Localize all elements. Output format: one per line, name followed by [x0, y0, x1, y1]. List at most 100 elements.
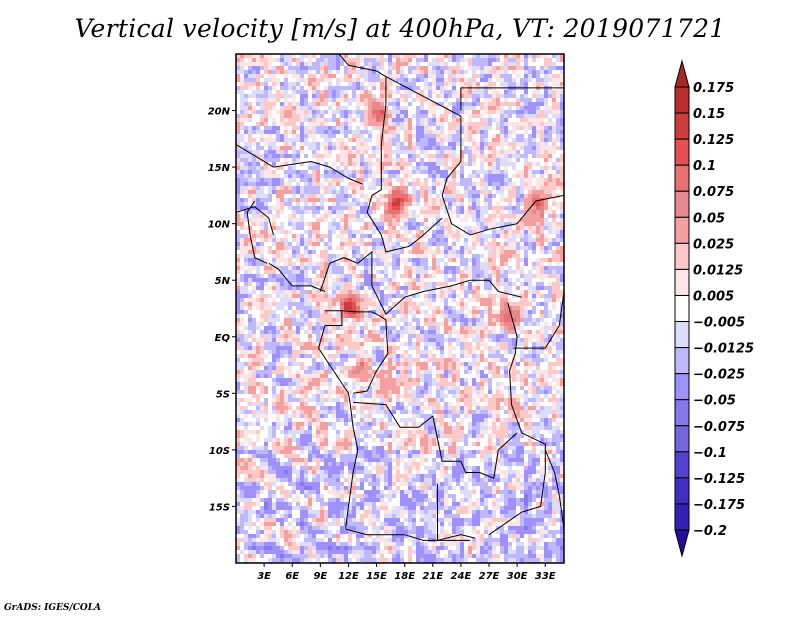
field-cell	[244, 94, 248, 98]
field-cell	[336, 78, 340, 82]
field-cell	[428, 262, 432, 266]
field-cell	[480, 262, 484, 266]
field-cell	[276, 62, 280, 66]
field-cell	[444, 242, 448, 246]
field-cell	[416, 82, 420, 86]
field-cell	[268, 122, 272, 126]
field-cell	[436, 154, 440, 158]
field-cell	[516, 82, 520, 86]
field-cell	[240, 218, 244, 222]
field-cell	[380, 214, 384, 218]
field-cell	[264, 142, 268, 146]
field-cell	[336, 262, 340, 266]
field-cell	[272, 166, 276, 170]
field-cell	[468, 202, 472, 206]
field-cell	[516, 166, 520, 170]
field-cell	[508, 290, 512, 294]
field-cell	[496, 186, 500, 190]
field-cell	[424, 294, 428, 298]
field-cell	[236, 186, 240, 190]
field-cell	[456, 250, 460, 254]
field-cell	[520, 182, 524, 186]
field-cell	[428, 110, 432, 114]
field-cell	[428, 146, 432, 150]
field-cell	[484, 102, 488, 106]
field-cell	[472, 158, 476, 162]
field-cell	[364, 122, 368, 126]
field-cell	[284, 54, 288, 58]
field-cell	[392, 274, 396, 278]
field-cell	[408, 206, 412, 210]
field-cell	[540, 162, 544, 166]
field-cell	[508, 90, 512, 94]
field-cell	[324, 66, 328, 70]
field-cell	[476, 162, 480, 166]
field-cell	[348, 278, 352, 282]
field-cell	[284, 94, 288, 98]
field-cell	[376, 86, 380, 90]
field-cell	[256, 246, 260, 250]
field-cell	[520, 190, 524, 194]
field-cell	[444, 102, 448, 106]
field-cell	[320, 122, 324, 126]
field-cell	[396, 278, 400, 282]
field-cell	[516, 230, 520, 234]
field-cell	[444, 98, 448, 102]
field-cell	[256, 146, 260, 150]
field-cell	[460, 254, 464, 258]
field-cell	[320, 234, 324, 238]
field-cell	[324, 130, 328, 134]
field-cell	[264, 130, 268, 134]
field-cell	[540, 58, 544, 62]
field-cell	[280, 266, 284, 270]
field-cell	[384, 274, 388, 278]
field-cell	[340, 86, 344, 90]
field-cell	[392, 106, 396, 110]
field-cell	[416, 94, 420, 98]
field-cell	[368, 94, 372, 98]
field-cell	[388, 162, 392, 166]
field-cell	[240, 134, 244, 138]
field-cell	[484, 218, 488, 222]
field-cell	[468, 190, 472, 194]
field-cell	[248, 186, 252, 190]
field-cell	[468, 254, 472, 258]
field-cell	[504, 118, 508, 122]
field-cell	[460, 146, 464, 150]
field-cell	[328, 90, 332, 94]
field-cell	[532, 178, 536, 182]
field-cell	[396, 230, 400, 234]
field-cell	[248, 210, 252, 214]
field-cell	[280, 82, 284, 86]
field-cell	[236, 130, 240, 134]
field-cell	[236, 222, 240, 226]
field-cell	[340, 122, 344, 126]
field-cell	[312, 294, 316, 298]
field-cell	[468, 274, 472, 278]
field-cell	[356, 74, 360, 78]
field-cell	[328, 174, 332, 178]
field-cell	[320, 82, 324, 86]
field-cell	[316, 78, 320, 82]
field-cell	[556, 66, 560, 70]
field-cell	[372, 206, 376, 210]
field-cell	[460, 266, 464, 270]
field-cell	[348, 254, 352, 258]
field-cell	[516, 94, 520, 98]
field-cell	[432, 158, 436, 162]
field-cell	[384, 234, 388, 238]
field-cell	[388, 278, 392, 282]
field-cell	[424, 290, 428, 294]
field-cell	[328, 142, 332, 146]
field-cell	[260, 54, 264, 58]
field-cell	[308, 202, 312, 206]
field-cell	[452, 130, 456, 134]
field-cell	[528, 198, 532, 202]
field-cell	[536, 134, 540, 138]
field-cell	[296, 234, 300, 238]
field-cell	[324, 286, 328, 290]
field-cell	[480, 294, 484, 298]
field-cell	[284, 286, 288, 290]
field-cell	[436, 146, 440, 150]
field-cell	[536, 222, 540, 226]
